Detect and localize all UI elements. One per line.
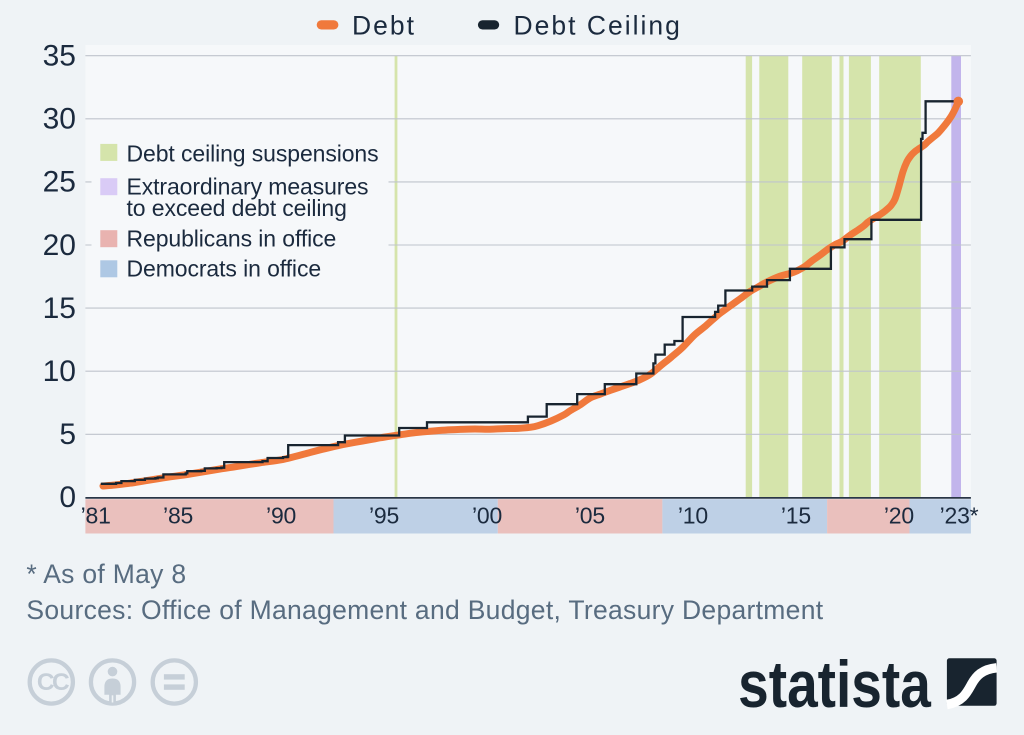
svg-text:’95: ’95: [369, 503, 399, 529]
svg-text:’20: ’20: [884, 503, 914, 529]
svg-text:30: 30: [43, 103, 76, 136]
svg-text:5: 5: [59, 418, 76, 451]
svg-text:’10: ’10: [678, 503, 708, 529]
svg-text:’15: ’15: [781, 503, 811, 529]
svg-text:’90: ’90: [266, 503, 296, 529]
svg-text:’85: ’85: [163, 503, 193, 529]
svg-text:’81: ’81: [81, 503, 111, 529]
svg-text:CC: CC: [37, 669, 70, 696]
svg-text:’05: ’05: [575, 503, 605, 529]
svg-text:’23*: ’23*: [940, 503, 979, 529]
svg-text:statista: statista: [738, 647, 932, 721]
svg-text:Extraordinary measures: Extraordinary measures: [127, 174, 369, 200]
svg-text:20: 20: [43, 229, 76, 262]
svg-text:35: 35: [43, 40, 76, 73]
svg-text:Debt Ceiling: Debt Ceiling: [514, 11, 682, 41]
svg-text:25: 25: [43, 166, 76, 199]
svg-text:to exceed debt ceiling: to exceed debt ceiling: [127, 195, 347, 221]
svg-text:’00: ’00: [472, 503, 502, 529]
svg-text:* As of May 8: * As of May 8: [26, 559, 186, 589]
svg-text:Sources: Office of Management: Sources: Office of Management and Budget…: [26, 595, 823, 625]
svg-text:0: 0: [59, 481, 76, 514]
svg-text:Democrats in office: Democrats in office: [127, 256, 322, 282]
svg-text:Republicans in office: Republicans in office: [127, 225, 337, 251]
svg-text:10: 10: [43, 355, 76, 388]
svg-text:Debt ceiling suspensions: Debt ceiling suspensions: [127, 141, 379, 167]
svg-text:15: 15: [43, 292, 76, 325]
svg-text:Debt: Debt: [352, 11, 416, 41]
